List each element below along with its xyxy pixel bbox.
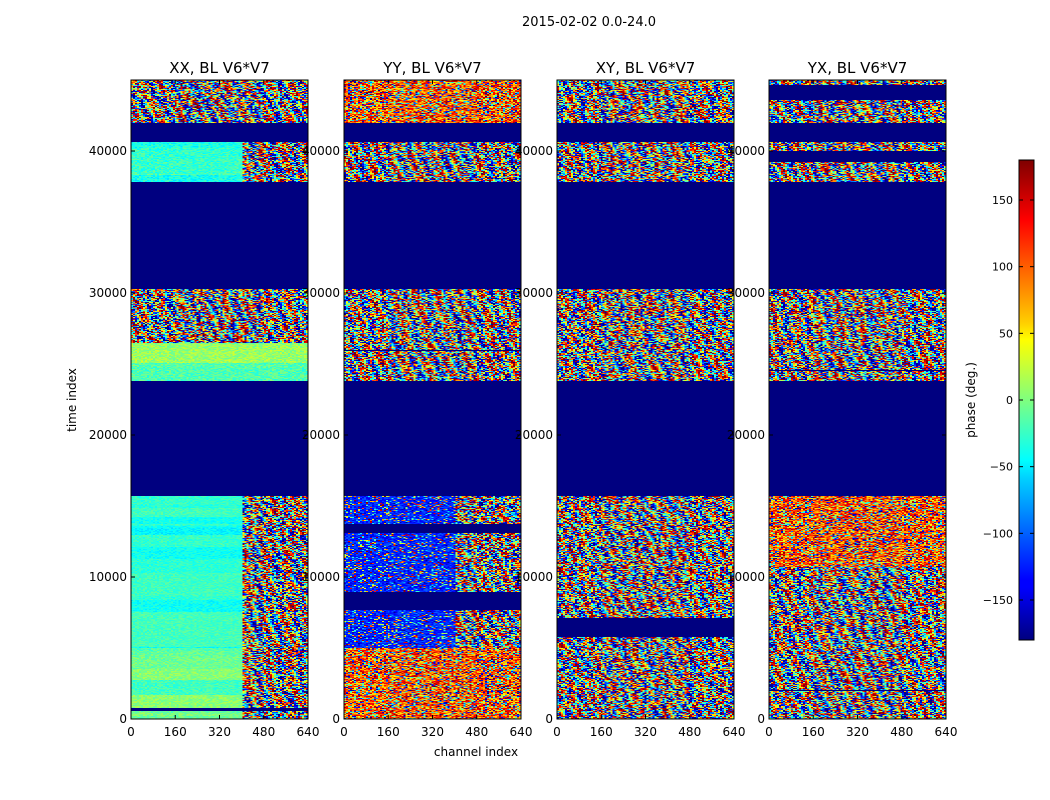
heatmap-image xyxy=(344,80,521,719)
panel-1: XX, BL V6*V7 0 160 320 480 640 0 10000 20000 3000… xyxy=(89,59,320,739)
x-tick-label: 640 xyxy=(510,725,533,739)
y-tick-label: 30000 xyxy=(727,286,765,300)
colorbar-ticks: −150 −100 −50 0 50 100 150 xyxy=(983,194,1034,607)
y-tick-label: 30000 xyxy=(302,286,340,300)
y-tick-label: 0 xyxy=(332,712,340,726)
y-tick-label: 30000 xyxy=(89,286,127,300)
y-tick-label: 40000 xyxy=(89,144,127,158)
x-tick-label: 0 xyxy=(765,725,773,739)
panel-title: YX, BL V6*V7 xyxy=(807,59,908,77)
heatmap-image xyxy=(557,80,734,719)
x-tick-label: 160 xyxy=(377,725,400,739)
colorbar: −150 −100 −50 0 50 100 150 phase (deg.) xyxy=(964,159,1035,641)
x-tick-label: 160 xyxy=(164,725,187,739)
x-axis-label: channel index xyxy=(434,745,518,759)
panel-title: XY, BL V6*V7 xyxy=(596,59,696,77)
figure-title: 2015-02-02 0.0-24.0 xyxy=(522,15,656,30)
y-tick-label: 10000 xyxy=(302,570,340,584)
colorbar-tick-label: −50 xyxy=(990,461,1013,474)
y-tick-label: 20000 xyxy=(727,428,765,442)
colorbar-tick-label: −150 xyxy=(983,594,1013,607)
y-axis-label: time index xyxy=(65,368,79,432)
y-tick-label: 20000 xyxy=(515,428,553,442)
y-tick-label: 20000 xyxy=(89,428,127,442)
colorbar-tick-label: −100 xyxy=(983,527,1013,540)
y-tick-label: 40000 xyxy=(727,144,765,158)
x-tick-label: 480 xyxy=(678,725,701,739)
y-tick-label: 0 xyxy=(119,712,127,726)
y-tick-label: 10000 xyxy=(727,570,765,584)
x-tick-label: 640 xyxy=(723,725,746,739)
x-tick-label: 320 xyxy=(846,725,869,739)
colorbar-label: phase (deg.) xyxy=(964,362,978,438)
x-tick-label: 160 xyxy=(802,725,825,739)
y-tick-label: 30000 xyxy=(515,286,553,300)
x-tick-label: 320 xyxy=(421,725,444,739)
x-tick-label: 640 xyxy=(297,725,320,739)
colorbar-tick-label: 0 xyxy=(1006,394,1013,407)
x-tick-label: 0 xyxy=(553,725,561,739)
heatmap-image xyxy=(769,80,946,719)
panel-3: XY, BL V6*V7 0 160 320 480 640 0 10000 20000 3000… xyxy=(515,59,746,739)
colorbar-tick-label: 150 xyxy=(992,194,1013,207)
x-tick-label: 0 xyxy=(127,725,135,739)
x-tick-label: 320 xyxy=(634,725,657,739)
x-tick-label: 0 xyxy=(340,725,348,739)
colorbar-tick-label: 100 xyxy=(992,261,1013,274)
x-tick-label: 160 xyxy=(590,725,613,739)
panels-group: XX, BL V6*V7 0 160 320 480 640 0 10000 20000 3000… xyxy=(89,59,958,739)
y-tick-label: 40000 xyxy=(302,144,340,158)
x-tick-label: 480 xyxy=(465,725,488,739)
y-tick-label: 10000 xyxy=(89,570,127,584)
colorbar-tick-label: 50 xyxy=(999,327,1013,340)
x-tick-label: 640 xyxy=(935,725,958,739)
x-tick-label: 480 xyxy=(890,725,913,739)
panel-title: YY, BL V6*V7 xyxy=(382,59,481,77)
y-tick-label: 10000 xyxy=(515,570,553,584)
y-tick-label: 20000 xyxy=(302,428,340,442)
panel-title: XX, BL V6*V7 xyxy=(169,59,270,77)
y-tick-label: 0 xyxy=(545,712,553,726)
x-tick-label: 480 xyxy=(252,725,275,739)
heatmap-image xyxy=(131,80,308,719)
panel-4: YX, BL V6*V7 0 160 320 480 640 0 10000 20000 3000… xyxy=(727,59,958,739)
panel-2: YY, BL V6*V7 0 160 320 480 640 0 10000 20000 3000… xyxy=(302,59,533,739)
y-tick-label: 0 xyxy=(757,712,765,726)
y-tick-label: 40000 xyxy=(515,144,553,158)
x-tick-label: 320 xyxy=(208,725,231,739)
